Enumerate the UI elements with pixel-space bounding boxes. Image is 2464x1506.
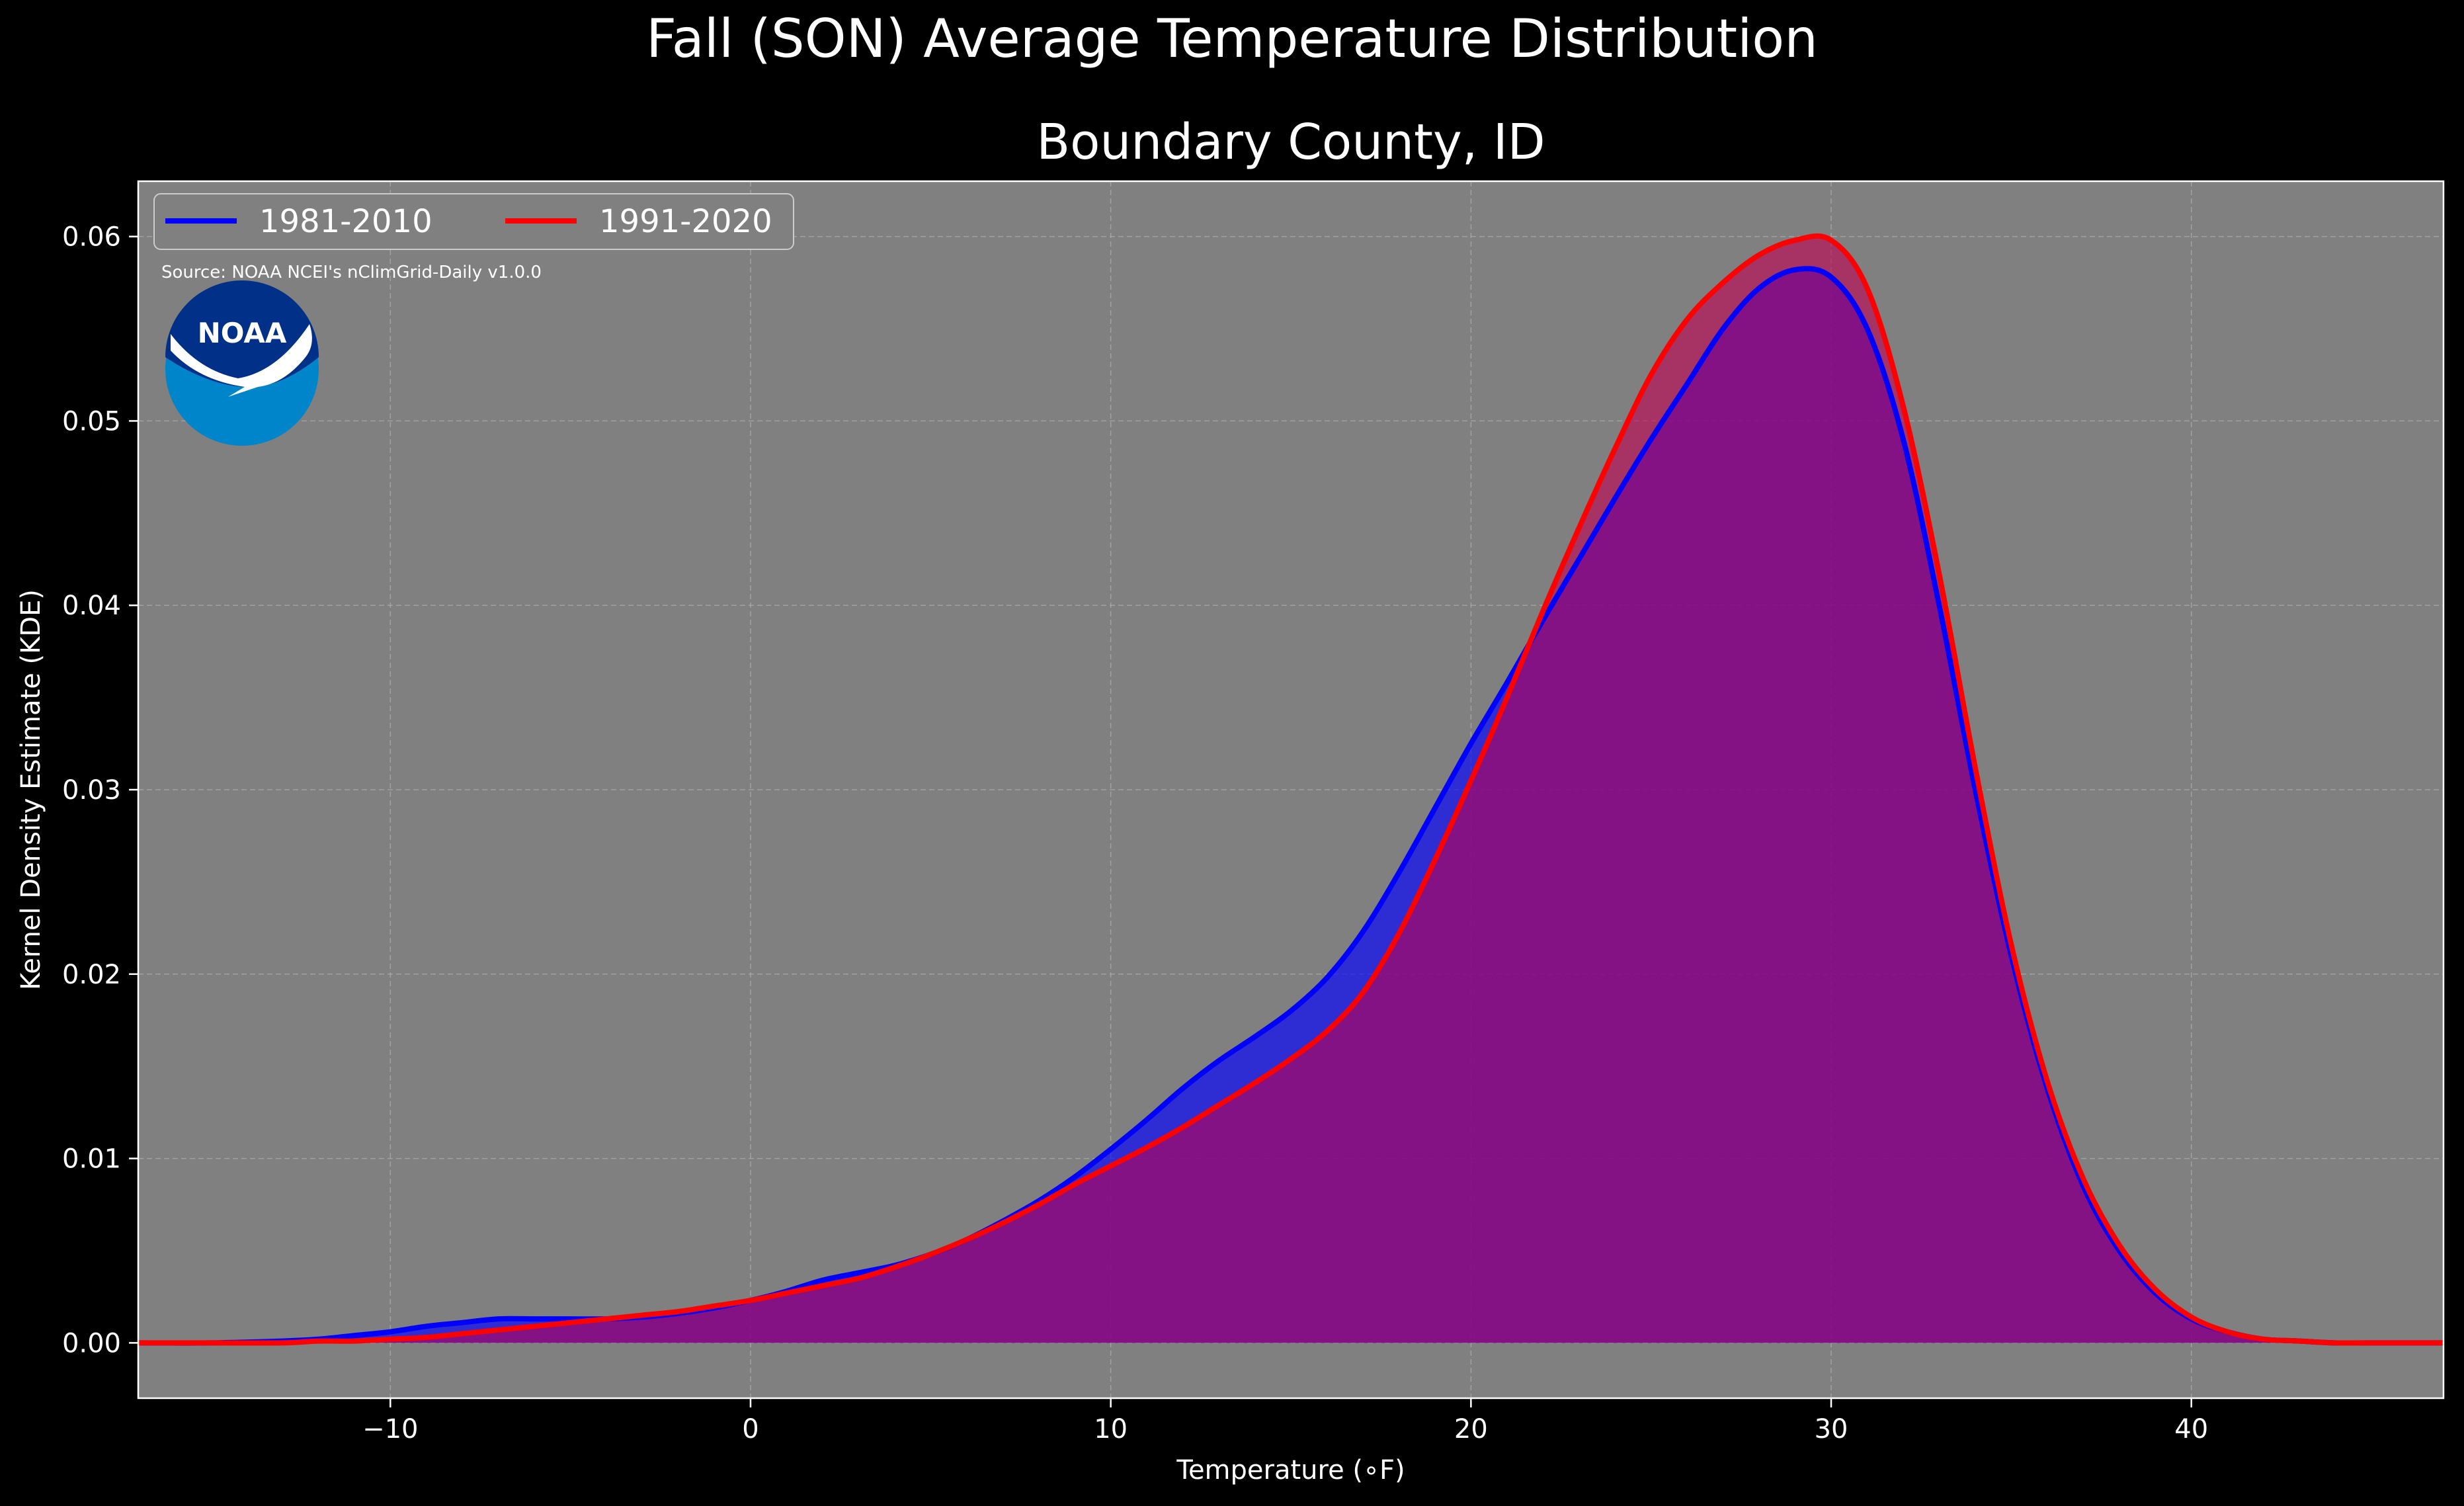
legend-box xyxy=(153,193,794,250)
noaa-logo-text: NOAA xyxy=(198,317,287,349)
y-tick-label: 0.02 xyxy=(62,960,121,990)
chart-title: Boundary County, ID xyxy=(1036,114,1545,171)
series-line-1991-2020 xyxy=(138,233,2443,1346)
y-tick-label: 0.03 xyxy=(62,775,121,806)
legend-label-1981-2010: 1981-2010 xyxy=(259,203,432,240)
y-tick-label: 0.01 xyxy=(62,1144,121,1175)
noaa-logo-icon: NOAA xyxy=(165,280,319,446)
x-tick-label: 40 xyxy=(2174,1414,2208,1444)
figure-suptitle: Fall (SON) Average Temperature Distribut… xyxy=(646,8,1818,69)
y-tick-label: 0.00 xyxy=(62,1328,121,1359)
y-tick-label: 0.06 xyxy=(62,222,121,253)
source-annotation: Source: NOAA NCEI's nClimGrid-Daily v1.0… xyxy=(161,263,542,282)
x-tick-label: 20 xyxy=(1454,1414,1488,1444)
y-tick-label: 0.05 xyxy=(62,406,121,437)
series-layer xyxy=(138,233,2443,1346)
legend-label-1991-2020: 1991-2020 xyxy=(599,203,772,240)
x-axis-label: Temperature (∘F) xyxy=(1176,1455,1405,1485)
axis-ticks: −10 0 10 20 30 40 0.00 0.01 0.02 0.03 0.04 0.05 0.06 xyxy=(62,222,2208,1444)
y-tick-label: 0.04 xyxy=(62,591,121,621)
x-tick-label: 0 xyxy=(742,1414,759,1444)
series-area-1991-2020 xyxy=(138,235,2443,1343)
x-tick-label: −10 xyxy=(362,1414,418,1444)
x-tick-label: 30 xyxy=(1815,1414,1848,1444)
legend: 1981-2010 1991-2020 xyxy=(153,193,794,250)
x-tick-label: 10 xyxy=(1094,1414,1128,1444)
y-axis-label: Kernel Density Estimate (KDE) xyxy=(16,589,46,990)
